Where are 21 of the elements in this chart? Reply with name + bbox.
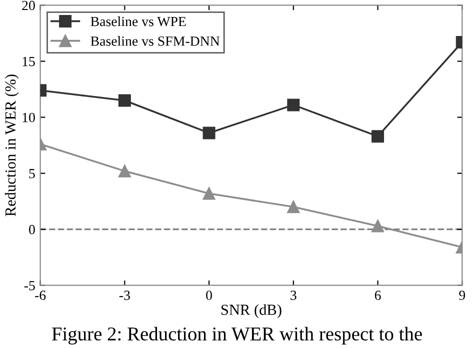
y-axis-title: Reduction in WER (%): [4, 74, 19, 216]
caption: Figure 2: Reduction in WER with respect to the: [52, 326, 422, 345]
point: [287, 200, 300, 214]
x-tick-label: -3: [119, 290, 130, 300]
point: [202, 126, 216, 140]
legend-label: Baseline vs SFM-DNN: [90, 36, 220, 46]
x-tick-label: 9: [459, 290, 466, 300]
legend-label: Baseline vs WPE: [90, 16, 186, 26]
y-tick-label: 10: [22, 112, 35, 122]
point: [287, 98, 300, 112]
y-tick-label: -5: [24, 281, 35, 290]
y-tick-label: 15: [22, 56, 35, 66]
x-tick-label: 3: [290, 290, 296, 300]
x-tick-label: -6: [35, 290, 46, 300]
x-axis-title: SNR (dB): [221, 304, 282, 318]
x-tick-label: 6: [374, 290, 381, 300]
point: [202, 187, 216, 200]
y-tick-label: 0: [29, 224, 35, 234]
y-tick-label: 5: [29, 169, 35, 178]
x-tick-label: 0: [206, 290, 212, 300]
y-tick-label: 20: [22, 0, 35, 10]
